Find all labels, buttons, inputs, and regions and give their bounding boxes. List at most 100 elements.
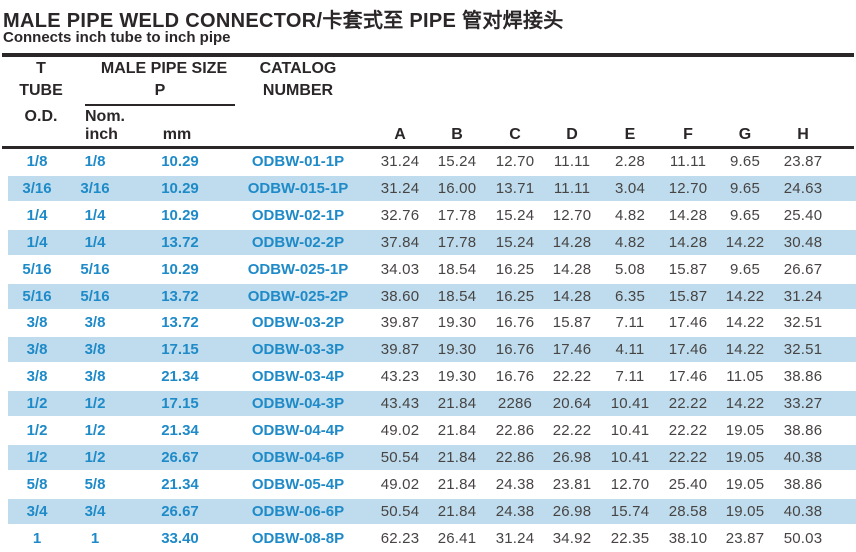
- cell-dim-e: 2.28: [615, 152, 645, 170]
- cell-mm: 17.15: [161, 395, 199, 413]
- table-row: 1/2 1/2 26.67 ODBW-04-6P 50.54 21.84 22.…: [8, 444, 856, 471]
- cell-dim-h: 32.51: [783, 314, 823, 332]
- cell-dim-g: 19.05: [725, 422, 765, 440]
- cell-nom-inch: 1/4: [84, 206, 106, 224]
- cell-dim-h: 50.03: [783, 529, 823, 547]
- cell-dim-e: 12.70: [610, 476, 650, 494]
- cell-mm: 33.40: [161, 529, 199, 547]
- cell-dim-g: 14.22: [725, 287, 765, 305]
- cell-dim-c: 16.76: [495, 314, 535, 332]
- cell-dim-e: 15.74: [610, 502, 650, 520]
- header-dim-d: D: [566, 126, 578, 143]
- cell-dim-g: 14.22: [725, 233, 765, 251]
- cell-catalog-number: ODBW-025-2P: [247, 287, 349, 305]
- cell-dim-a: 43.23: [380, 368, 420, 386]
- cell-dim-e: 22.35: [610, 529, 650, 547]
- cell-dim-a: 38.60: [380, 287, 420, 305]
- cell-nom-inch: 3/16: [80, 179, 110, 197]
- cell-dim-f: 38.10: [668, 529, 708, 547]
- cell-dim-h: 31.24: [783, 287, 823, 305]
- cell-dim-g: 11.05: [726, 368, 764, 386]
- cell-dim-c: 31.24: [495, 529, 535, 547]
- cell-dim-c: 2286: [497, 395, 533, 413]
- cell-dim-d: 26.98: [552, 449, 592, 467]
- header-dim-e: E: [624, 126, 636, 143]
- header-tube: TUBE: [19, 82, 63, 99]
- cell-dim-h: 38.86: [783, 476, 823, 494]
- cell-mm: 13.72: [161, 314, 199, 332]
- cell-dim-h: 38.86: [783, 422, 823, 440]
- cell-dim-g: 14.22: [725, 341, 765, 359]
- header-dim-g: G: [738, 126, 752, 143]
- cell-dim-d: 26.98: [552, 502, 592, 520]
- table-row: 5/8 5/8 21.34 ODBW-05-4P 49.02 21.84 24.…: [8, 471, 856, 498]
- cell-tube-od: 3/16: [22, 179, 52, 197]
- cell-dim-b: 19.30: [437, 368, 477, 386]
- cell-dim-h: 32.51: [783, 341, 823, 359]
- cell-dim-f: 15.87: [668, 260, 708, 278]
- cell-tube-od: 1: [32, 529, 42, 547]
- cell-dim-h: 40.38: [783, 502, 823, 520]
- header-od: O.D.: [24, 108, 58, 125]
- cell-tube-od: 1/2: [26, 395, 48, 413]
- cell-dim-f: 15.87: [668, 287, 708, 305]
- cell-dim-g: 19.05: [725, 502, 765, 520]
- cell-dim-g: 19.05: [725, 449, 765, 467]
- cell-tube-od: 3/8: [26, 341, 48, 359]
- cell-dim-f: 25.40: [668, 476, 708, 494]
- cell-dim-g: 9.65: [730, 179, 760, 197]
- cell-dim-f: 22.22: [668, 449, 708, 467]
- cell-catalog-number: ODBW-04-3P: [251, 395, 345, 413]
- cell-dim-c: 22.86: [495, 422, 535, 440]
- cell-dim-a: 31.24: [380, 152, 420, 170]
- cell-dim-h: 26.67: [783, 260, 823, 278]
- cell-dim-d: 11.11: [553, 152, 591, 170]
- cell-mm: 10.29: [161, 206, 199, 224]
- cell-dim-b: 18.54: [437, 260, 477, 278]
- cell-dim-g: 14.22: [725, 395, 765, 413]
- cell-dim-a: 62.23: [380, 529, 420, 547]
- cell-dim-d: 15.87: [552, 314, 592, 332]
- cell-mm: 21.34: [161, 476, 199, 494]
- cell-dim-f: 17.46: [668, 314, 708, 332]
- cell-dim-d: 14.28: [552, 260, 592, 278]
- header-number: NUMBER: [262, 82, 334, 99]
- cell-mm: 10.29: [161, 179, 199, 197]
- cell-dim-d: 22.22: [552, 368, 592, 386]
- cell-mm: 26.67: [161, 502, 199, 520]
- cell-catalog-number: ODBW-04-4P: [251, 422, 345, 440]
- cell-nom-inch: 5/8: [84, 476, 106, 494]
- cell-tube-od: 5/8: [26, 476, 48, 494]
- cell-dim-f: 22.22: [668, 422, 708, 440]
- header-mm: mm: [162, 126, 192, 143]
- cell-nom-inch: 1: [90, 529, 100, 547]
- cell-dim-d: 11.11: [553, 179, 591, 197]
- header-dim-c: C: [509, 126, 521, 143]
- table-row: 1/2 1/2 17.15 ODBW-04-3P 43.43 21.84 228…: [8, 390, 856, 417]
- table-row: 3/8 3/8 13.72 ODBW-03-2P 39.87 19.30 16.…: [8, 310, 856, 337]
- cell-dim-h: 33.27: [783, 395, 823, 413]
- cell-dim-c: 22.86: [495, 449, 535, 467]
- cell-dim-g: 19.05: [725, 476, 765, 494]
- cell-dim-c: 24.38: [495, 476, 535, 494]
- cell-mm: 21.34: [161, 368, 199, 386]
- table-row: 3/8 3/8 17.15 ODBW-03-3P 39.87 19.30 16.…: [8, 336, 856, 363]
- cell-dim-b: 19.30: [437, 314, 477, 332]
- table-row: 3/8 3/8 21.34 ODBW-03-4P 43.23 19.30 16.…: [8, 363, 856, 390]
- table-row: 1/4 1/4 10.29 ODBW-02-1P 32.76 17.78 15.…: [8, 202, 856, 229]
- cell-dim-f: 22.22: [668, 395, 708, 413]
- cell-dim-d: 22.22: [552, 422, 592, 440]
- cell-dim-e: 7.11: [615, 314, 645, 332]
- table-row: 1/4 1/4 13.72 ODBW-02-2P 37.84 17.78 15.…: [8, 229, 856, 256]
- table-row: 3/16 3/16 10.29 ODBW-015-1P 31.24 16.00 …: [8, 175, 856, 202]
- cell-dim-d: 17.46: [552, 341, 592, 359]
- table-row: 5/16 5/16 13.72 ODBW-025-2P 38.60 18.54 …: [8, 283, 856, 310]
- cell-tube-od: 1/4: [26, 206, 48, 224]
- cell-nom-inch: 3/4: [84, 502, 106, 520]
- page-subtitle: Connects inch tube to inch pipe: [3, 29, 231, 46]
- page-title: MALE PIPE WELD CONNECTOR/卡套式至 PIPE 管对焊接头: [3, 10, 564, 32]
- cell-dim-c: 16.76: [495, 341, 535, 359]
- cell-dim-g: 9.65: [730, 152, 760, 170]
- cell-dim-f: 14.28: [668, 233, 708, 251]
